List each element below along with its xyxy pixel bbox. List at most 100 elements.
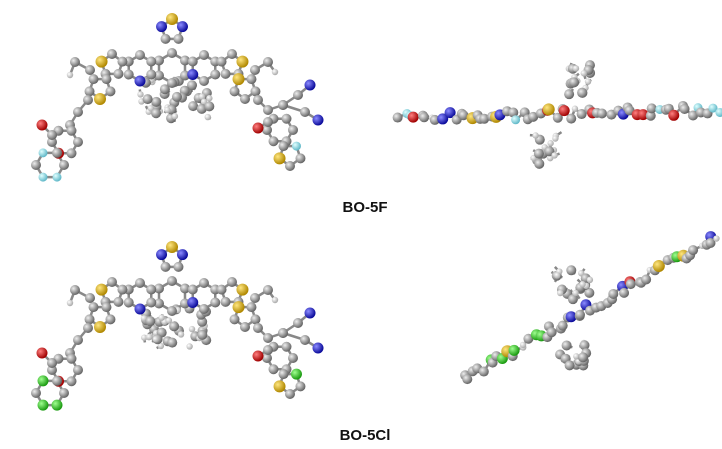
atom	[572, 290, 578, 296]
atom	[70, 285, 80, 295]
atom	[293, 90, 303, 100]
atom	[295, 153, 305, 163]
atom	[67, 376, 77, 386]
atom	[274, 380, 286, 392]
atom	[559, 105, 570, 116]
atom	[177, 21, 188, 32]
atom	[269, 136, 279, 146]
atom	[85, 314, 95, 324]
atom	[282, 114, 292, 124]
atom	[167, 276, 177, 286]
atom	[188, 101, 198, 111]
atom	[253, 95, 263, 105]
atom	[551, 152, 557, 158]
atom	[272, 297, 278, 303]
atom	[279, 369, 289, 379]
atom	[204, 101, 214, 111]
atom	[59, 160, 69, 170]
atom	[572, 106, 578, 112]
atom	[188, 285, 198, 295]
atom	[39, 148, 48, 157]
atom	[52, 376, 62, 386]
atom	[89, 302, 99, 312]
atom	[680, 104, 690, 114]
atom	[164, 107, 170, 113]
atom	[53, 173, 62, 182]
atom	[263, 333, 273, 343]
atom	[688, 245, 698, 255]
atom	[173, 262, 183, 272]
atom	[166, 317, 172, 323]
atom	[187, 297, 198, 308]
atom	[173, 34, 183, 44]
atom	[107, 277, 117, 287]
atom	[305, 308, 316, 319]
atom	[221, 69, 231, 79]
atom	[647, 103, 657, 113]
atom	[47, 358, 57, 368]
atom	[221, 297, 231, 307]
atom	[263, 117, 273, 127]
atom	[186, 343, 192, 349]
atom	[532, 132, 538, 138]
atom	[217, 285, 227, 295]
atom	[85, 86, 95, 96]
atom	[67, 300, 73, 306]
atom	[578, 352, 588, 362]
atom	[151, 108, 161, 118]
atom	[713, 235, 719, 241]
atom	[166, 241, 178, 253]
atom	[313, 115, 324, 126]
atom	[641, 275, 651, 285]
atom	[554, 272, 560, 278]
atom	[83, 95, 93, 105]
atom	[577, 88, 587, 98]
atom	[227, 277, 237, 287]
atom	[292, 142, 301, 151]
atom	[85, 293, 95, 303]
atom	[313, 343, 324, 354]
atom	[408, 112, 419, 123]
atom	[565, 360, 575, 370]
atom	[167, 78, 177, 88]
atom	[73, 365, 83, 375]
atom	[587, 277, 593, 283]
atom	[167, 306, 177, 316]
atom	[274, 152, 286, 164]
atom	[31, 388, 41, 398]
atom	[253, 323, 263, 333]
atom	[579, 281, 585, 287]
atom	[73, 137, 83, 147]
atom	[253, 351, 264, 362]
atom	[626, 279, 636, 289]
atom	[117, 285, 127, 295]
atom	[146, 298, 156, 308]
atom	[96, 56, 108, 68]
atom	[278, 328, 288, 338]
atom	[534, 159, 544, 169]
atom	[172, 92, 182, 102]
atom	[569, 77, 579, 87]
atom	[575, 310, 585, 320]
atom	[269, 364, 279, 374]
atom	[543, 103, 555, 115]
atom	[161, 262, 171, 272]
atom	[236, 56, 248, 68]
atom	[199, 50, 209, 60]
atom	[189, 326, 195, 332]
atom	[547, 327, 557, 337]
atom	[250, 65, 260, 75]
atom	[566, 114, 576, 124]
atom	[145, 316, 155, 326]
atom	[146, 334, 152, 340]
atom	[263, 285, 273, 295]
atom	[151, 97, 161, 107]
molecule-label: BO-5Cl	[340, 427, 391, 444]
atom	[156, 21, 167, 32]
atom	[585, 78, 591, 84]
molecule-label: BO-5F	[343, 199, 388, 216]
atom	[246, 74, 256, 84]
atom	[279, 141, 289, 151]
atom	[288, 353, 298, 363]
atom	[291, 369, 302, 380]
